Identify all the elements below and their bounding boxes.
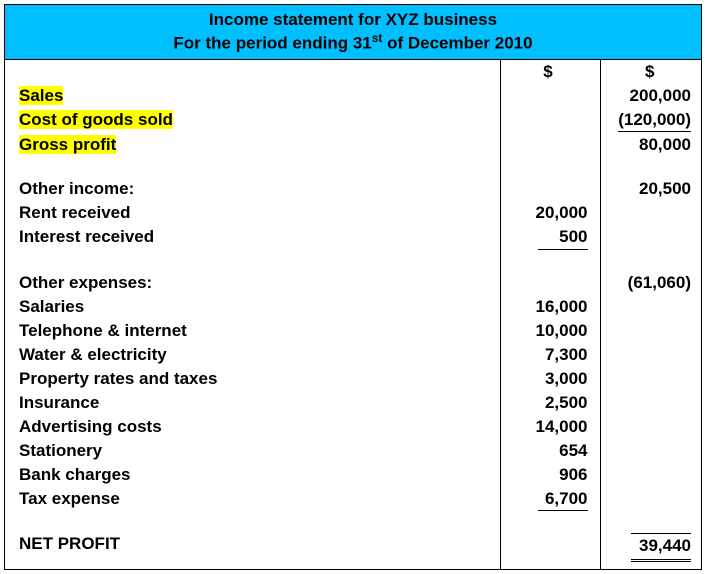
- label-rent: Rent received: [5, 201, 500, 225]
- row-salaries: Salaries 16,000: [5, 295, 703, 319]
- income-statement: Income statement for XYZ business For th…: [4, 4, 702, 570]
- row-net-profit: NET PROFIT 39,440: [5, 532, 703, 562]
- currency-header-row: $ $: [5, 60, 703, 84]
- value-other-expenses: (61,060): [600, 271, 703, 295]
- row-property: Property rates and taxes 3,000: [5, 367, 703, 391]
- currency-mid: $: [500, 60, 600, 84]
- label-other-income: Other income:: [5, 177, 500, 201]
- label-property: Property rates and taxes: [5, 367, 500, 391]
- label-salaries: Salaries: [5, 295, 500, 319]
- row-other-income-header: Other income: 20,500: [5, 177, 703, 201]
- value-net-profit: 39,440: [631, 533, 691, 561]
- row-rent-received: Rent received 20,000: [5, 201, 703, 225]
- value-water: 7,300: [500, 343, 600, 367]
- value-other-income: 20,500: [600, 177, 703, 201]
- row-advertising: Advertising costs 14,000: [5, 415, 703, 439]
- value-property: 3,000: [500, 367, 600, 391]
- value-cogs: (120,000): [618, 109, 691, 132]
- value-tax: 6,700: [538, 488, 588, 511]
- row-stationery: Stationery 654: [5, 439, 703, 463]
- value-salaries: 16,000: [500, 295, 600, 319]
- row-other-expenses-header: Other expenses: (61,060): [5, 271, 703, 295]
- label-other-expenses: Other expenses:: [5, 271, 500, 295]
- row-insurance: Insurance 2,500: [5, 391, 703, 415]
- value-advertising: 14,000: [500, 415, 600, 439]
- title-line-2: For the period ending 31st of December 2…: [5, 31, 701, 55]
- row-telephone: Telephone & internet 10,000: [5, 319, 703, 343]
- value-sales: 200,000: [600, 84, 703, 108]
- label-water: Water & electricity: [5, 343, 500, 367]
- row-bank: Bank charges 906: [5, 463, 703, 487]
- row-gross-profit: Gross profit 80,000: [5, 133, 703, 157]
- label-stationery: Stationery: [5, 439, 500, 463]
- label-tax: Tax expense: [5, 487, 500, 512]
- value-insurance: 2,500: [500, 391, 600, 415]
- value-stationery: 654: [500, 439, 600, 463]
- row-tax: Tax expense 6,700: [5, 487, 703, 512]
- label-sales: Sales: [19, 86, 63, 105]
- statement-header: Income statement for XYZ business For th…: [5, 5, 701, 60]
- title-line-1: Income statement for XYZ business: [5, 9, 701, 31]
- label-cogs: Cost of goods sold: [19, 110, 173, 129]
- label-insurance: Insurance: [5, 391, 500, 415]
- value-telephone: 10,000: [500, 319, 600, 343]
- row-water: Water & electricity 7,300: [5, 343, 703, 367]
- label-interest: Interest received: [5, 225, 500, 250]
- value-gross-profit: 80,000: [600, 133, 703, 157]
- label-advertising: Advertising costs: [5, 415, 500, 439]
- label-bank: Bank charges: [5, 463, 500, 487]
- row-cogs: Cost of goods sold (120,000): [5, 108, 703, 133]
- currency-right: $: [600, 60, 703, 84]
- statement-body: $ $ Sales 200,000 Cost of goods sold (12…: [5, 60, 703, 569]
- value-interest: 500: [538, 226, 588, 249]
- value-bank: 906: [500, 463, 600, 487]
- label-net-profit: NET PROFIT: [5, 532, 500, 562]
- value-rent: 20,000: [500, 201, 600, 225]
- row-sales: Sales 200,000: [5, 84, 703, 108]
- label-gross-profit: Gross profit: [19, 135, 116, 154]
- row-interest-received: Interest received 500: [5, 225, 703, 250]
- label-telephone: Telephone & internet: [5, 319, 500, 343]
